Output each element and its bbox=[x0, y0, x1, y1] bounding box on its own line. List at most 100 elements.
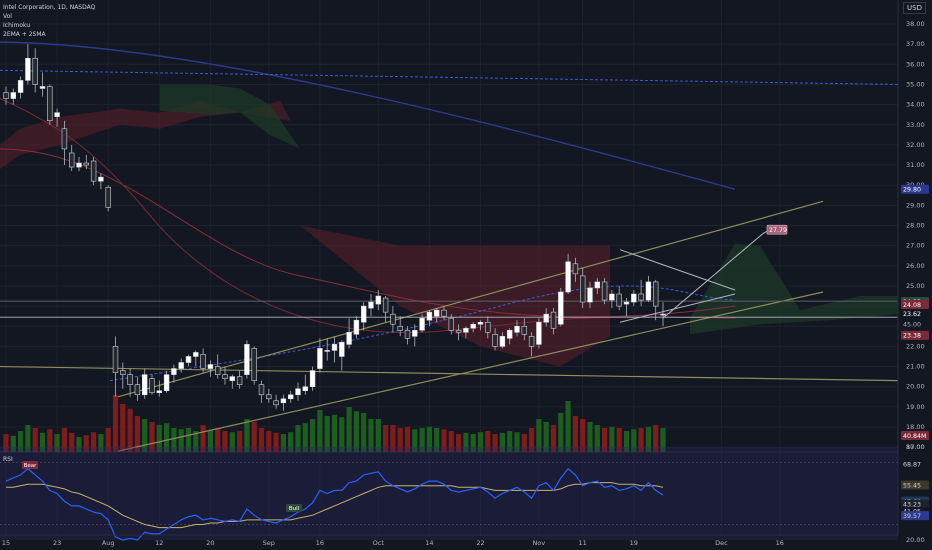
volume-bar bbox=[485, 431, 491, 452]
candle-body bbox=[579, 275, 586, 303]
price-tick-label: 36.00 bbox=[906, 60, 925, 68]
legend-indicator-ma[interactable]: 2EMA + 2SMA bbox=[3, 31, 46, 38]
price-tag-label-countdown: 45.00 bbox=[903, 322, 921, 329]
volume-bar bbox=[609, 426, 615, 452]
volume-bar bbox=[529, 428, 535, 452]
volume-bar bbox=[580, 419, 586, 452]
candle-body bbox=[317, 348, 323, 369]
rsi-pane-label[interactable]: RSI bbox=[3, 456, 13, 463]
volume-bar bbox=[470, 434, 476, 452]
ema-100 bbox=[0, 148, 736, 318]
candle-body bbox=[543, 313, 549, 323]
volume-bar bbox=[178, 429, 184, 452]
price-tick-label: 20.00 bbox=[906, 383, 925, 391]
volume-bar bbox=[273, 432, 279, 452]
rsi-line bbox=[5, 467, 664, 541]
volume-bar bbox=[404, 426, 411, 452]
candle-body bbox=[222, 374, 228, 379]
volume-bar bbox=[499, 432, 505, 452]
volume-bar bbox=[149, 422, 155, 452]
price-tick-label: 26.00 bbox=[906, 262, 925, 270]
candle-body bbox=[631, 293, 637, 303]
volume-bar bbox=[105, 428, 111, 452]
legend-indicator-volume[interactable]: Vol bbox=[3, 13, 12, 20]
volume-tag-label: 40.84M bbox=[903, 433, 926, 440]
candle-body bbox=[142, 374, 148, 396]
volume-bars bbox=[3, 395, 666, 452]
candle-body bbox=[3, 92, 9, 99]
price-tag-sma bbox=[901, 184, 929, 194]
rsi-value-tag bbox=[901, 480, 929, 490]
candle-body bbox=[200, 354, 206, 369]
volume-bar bbox=[200, 425, 206, 452]
volume-bar bbox=[536, 419, 542, 452]
volume-bar bbox=[91, 432, 97, 452]
candle-body bbox=[258, 384, 265, 396]
candle-body bbox=[266, 394, 272, 400]
channel-bottom bbox=[117, 291, 824, 452]
volume-bar bbox=[302, 423, 308, 452]
volume-bar bbox=[288, 432, 294, 452]
currency-button[interactable]: USD bbox=[903, 2, 926, 14]
candle-body bbox=[339, 342, 345, 357]
time-tick-label: 15 bbox=[2, 539, 10, 547]
candle-body bbox=[280, 398, 287, 404]
candle-body bbox=[390, 313, 396, 325]
price-tag-target bbox=[766, 224, 788, 235]
candle-body bbox=[441, 309, 447, 317]
legend-indicator-ichimoku[interactable]: Ichimoku bbox=[3, 22, 31, 29]
rsi-value-tag-label: 39.57 bbox=[903, 513, 921, 520]
volume-bar bbox=[456, 434, 462, 452]
volume-bar bbox=[660, 428, 666, 452]
volume-bar bbox=[25, 425, 31, 452]
volume-bar bbox=[390, 425, 396, 452]
candle-body bbox=[273, 400, 279, 406]
legend-title[interactable]: Intel Corporation, 1D, NASDAQ bbox=[3, 4, 96, 11]
volume-bar bbox=[47, 429, 53, 452]
time-tick-label: 19 bbox=[630, 539, 638, 547]
volume-bar bbox=[317, 410, 323, 452]
candle-body bbox=[353, 319, 360, 335]
rsi-value-tag bbox=[901, 511, 929, 521]
time-tick-label: Dec bbox=[715, 539, 728, 547]
rsi-value-tag bbox=[901, 499, 929, 509]
volume-bar bbox=[346, 407, 352, 452]
candle-body bbox=[514, 325, 520, 333]
time-tick-label: Aug bbox=[102, 539, 115, 547]
price-tick-label: 27.00 bbox=[906, 242, 925, 250]
candle-body bbox=[470, 323, 476, 329]
price-tick-label: 34.00 bbox=[906, 101, 925, 109]
candle-body bbox=[302, 386, 308, 392]
price-tag-label-sma: 29.80 bbox=[903, 187, 921, 194]
volume-bar bbox=[383, 425, 389, 452]
candle-body bbox=[163, 374, 170, 392]
senkou-line bbox=[0, 69, 899, 85]
candle-body bbox=[287, 394, 294, 400]
candle-body bbox=[61, 128, 68, 150]
cloud-bearish bbox=[0, 100, 610, 367]
volume-bar bbox=[185, 428, 192, 452]
price-tick-label: 17.00 bbox=[906, 443, 925, 451]
candle-body bbox=[171, 368, 177, 375]
candle-body bbox=[477, 321, 484, 325]
candle-body bbox=[638, 293, 644, 301]
time-tick-label: 23 bbox=[53, 539, 61, 547]
candle-body bbox=[397, 325, 403, 331]
candle-body bbox=[645, 281, 652, 301]
candle-body bbox=[360, 305, 367, 323]
rsi-value-tag-label: 55.45 bbox=[903, 482, 921, 489]
candle-body bbox=[69, 152, 75, 168]
volume-bar bbox=[434, 428, 440, 452]
candle-body bbox=[426, 311, 433, 321]
rsi-band bbox=[0, 447, 898, 540]
volume-bar bbox=[375, 419, 381, 452]
candle-body bbox=[83, 162, 90, 166]
price-tag-ema bbox=[901, 299, 929, 309]
candle-body bbox=[346, 331, 352, 345]
time-tick-label: Oct bbox=[373, 539, 385, 547]
time-tick-label: Sep bbox=[263, 539, 275, 547]
candle-body bbox=[601, 281, 608, 301]
rsi-tick-label: 20.00 bbox=[906, 536, 925, 544]
